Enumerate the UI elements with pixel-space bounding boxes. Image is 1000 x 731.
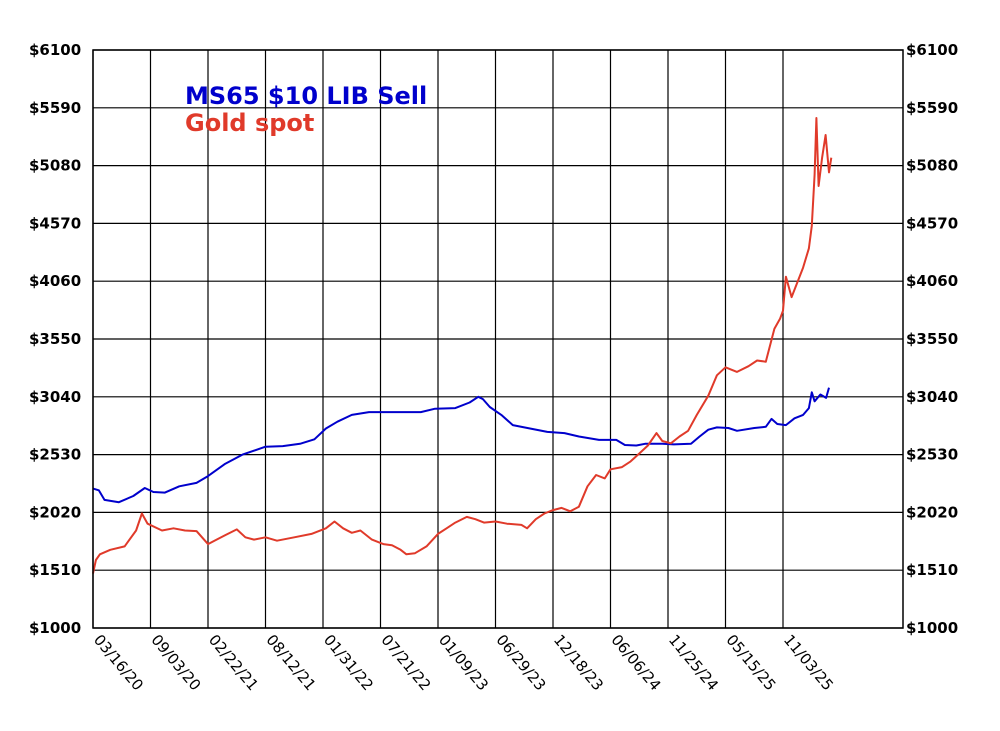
- x-axis: 03/16/20 09/03/20 02/22/21 08/12/21 01/31/22…: [90, 631, 837, 694]
- x-tick-label: 02/22/21: [205, 631, 262, 694]
- y-tick-label-right: $4570: [906, 214, 958, 232]
- y-tick-label-left: $4060: [29, 272, 81, 290]
- y-tick-label-right: $3040: [906, 388, 958, 406]
- y-tick-label-left: $4570: [29, 214, 81, 232]
- x-tick-label: 09/03/20: [147, 631, 204, 694]
- y-tick-label-left: $1510: [29, 561, 81, 579]
- x-tick-label: 08/12/21: [262, 631, 319, 694]
- y-tick-label-left: $3040: [29, 388, 81, 406]
- plot-frame: [92, 49, 904, 629]
- y-tick-label-left: $1000: [29, 619, 81, 637]
- legend-series-gold: Gold spot: [185, 109, 314, 137]
- legend-series-ms65: MS65 $10 LIB Sell: [185, 82, 427, 110]
- series-line-0: [92, 387, 830, 504]
- y-tick-label-right: $5590: [906, 99, 958, 117]
- y-axis-right: $1000 $1510 $2020 $2530 $3040 $3550 $4060 $4570…: [906, 41, 958, 637]
- x-tick-label: 12/18/23: [550, 631, 607, 694]
- y-tick-label-right: $3550: [906, 330, 958, 348]
- y-tick-label-right: $5080: [906, 157, 958, 175]
- y-tick-label-left: $2020: [29, 503, 81, 521]
- y-tick-label-right: $4060: [906, 272, 958, 290]
- series-line-1: [92, 117, 833, 574]
- y-tick-label-left: $6100: [29, 41, 81, 59]
- x-tick-label: 01/31/22: [320, 631, 377, 694]
- y-axis-left: $1000 $1510 $2020 $2530 $3040 $3550 $4060 $4570…: [29, 41, 81, 637]
- x-tick-label: 06/29/23: [492, 631, 549, 694]
- x-tick-label: 11/03/25: [780, 631, 837, 694]
- series-layer: [92, 117, 833, 574]
- y-tick-label-right: $2530: [906, 446, 958, 464]
- y-tick-label-right: $2020: [906, 503, 958, 521]
- x-tick-label: 06/06/24: [607, 631, 664, 694]
- x-tick-label: 11/25/24: [665, 631, 722, 694]
- y-tick-label-left: $3550: [29, 330, 81, 348]
- y-tick-label-left: $2530: [29, 446, 81, 464]
- y-tick-label-right: $1000: [906, 619, 958, 637]
- x-tick-label: 07/21/22: [377, 631, 434, 694]
- y-tick-label-left: $5590: [29, 99, 81, 117]
- x-tick-label: 05/15/25: [722, 631, 779, 694]
- x-tick-label: 03/16/20: [90, 631, 147, 694]
- y-tick-label-right: $6100: [906, 41, 958, 59]
- y-tick-label-right: $1510: [906, 561, 958, 579]
- x-tick-label: 01/09/23: [435, 631, 492, 694]
- y-tick-label-left: $5080: [29, 157, 81, 175]
